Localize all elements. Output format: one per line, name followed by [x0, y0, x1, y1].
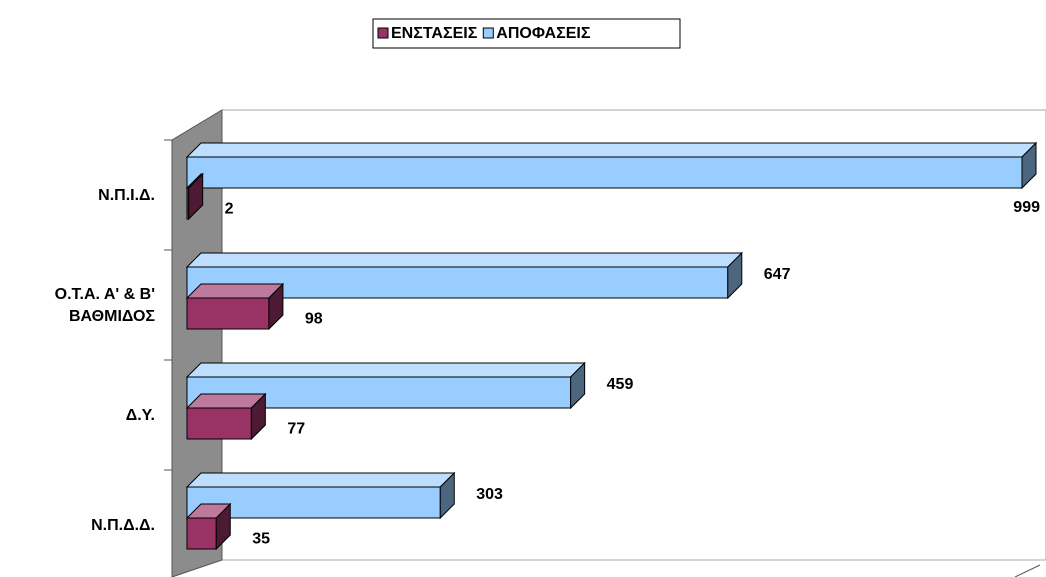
bar-top: [185, 283, 285, 299]
legend-label: ΑΠΟΦΑΣΕΙΣ: [496, 25, 591, 42]
bar-front: [186, 297, 270, 330]
bar-top: [185, 472, 456, 488]
bar-side: [1021, 141, 1037, 190]
bar: [185, 141, 1038, 190]
category-label: Δ.Υ.: [125, 407, 155, 424]
bar-side: [215, 502, 231, 551]
bar-side: [188, 172, 204, 221]
bar: [185, 392, 267, 441]
bar-top: [185, 252, 743, 268]
bar: [185, 172, 204, 221]
value-label: 303: [476, 486, 503, 503]
category-label: Ο.Τ.Α. Α' & Β' ΒΑΘΜΙΔΟΣ: [54, 286, 155, 325]
legend-box: [372, 18, 681, 49]
legend-label: ΕΝΣΤΑΣΕΙΣ: [391, 25, 478, 42]
bar-front: [186, 407, 252, 440]
bar: [185, 282, 285, 331]
bar-side: [727, 251, 743, 300]
value-label: 459: [607, 376, 634, 393]
value-label: 98: [305, 311, 323, 328]
side-wall: [171, 109, 223, 577]
value-label: 2: [225, 201, 234, 218]
legend-swatch: [377, 27, 389, 39]
bar-top: [185, 362, 586, 378]
bar-top: [185, 142, 1038, 158]
bar-side: [250, 392, 266, 441]
bar: [185, 251, 743, 300]
bar-side: [570, 361, 586, 410]
floor-edge: [1014, 564, 1041, 577]
category-label: Ν.Π.Δ.Δ.: [91, 517, 155, 534]
category-label: Ν.Π.Ι.Δ.: [98, 187, 155, 204]
value-label: 999: [1013, 199, 1040, 216]
legend-swatch: [482, 27, 494, 39]
bar-side: [439, 471, 455, 520]
value-label: 77: [287, 421, 305, 438]
bar: [185, 502, 232, 551]
bar-front: [186, 156, 1023, 189]
bar: [185, 471, 456, 520]
value-label: 647: [764, 266, 791, 283]
bar-front: [186, 517, 217, 550]
value-label: 35: [252, 531, 270, 548]
bar-side: [268, 282, 284, 331]
